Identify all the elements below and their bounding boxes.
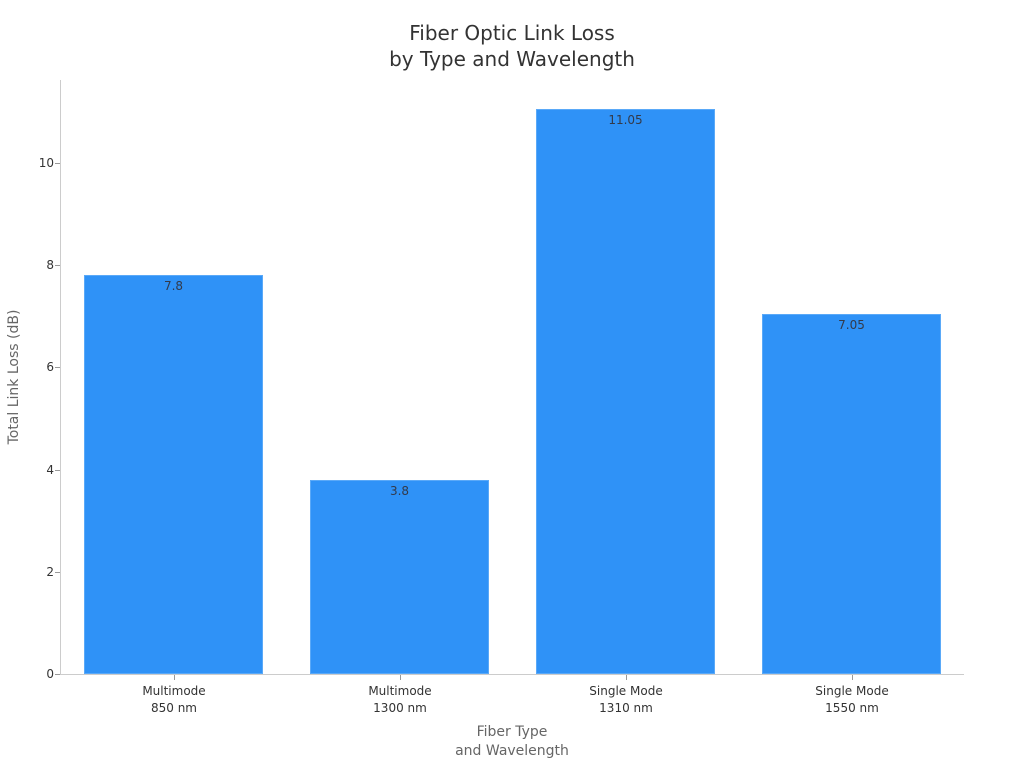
- x-tick-label: Single Mode 1550 nm: [762, 683, 942, 717]
- x-tick-label-line: Multimode: [142, 684, 206, 698]
- x-tick-mark: [400, 675, 401, 680]
- y-tick-label: 0: [46, 667, 54, 681]
- x-tick-label-line: 850 nm: [150, 701, 197, 715]
- y-tick-mark: [55, 469, 60, 471]
- y-tick-mark: [55, 367, 60, 369]
- y-tick-label: 2: [46, 564, 54, 579]
- y-tick-mark: [55, 163, 60, 164]
- chart-title-line-1: Fiber Optic Link Loss: [409, 21, 615, 45]
- x-axis-label-line-1: Fiber Type: [476, 724, 548, 740]
- chart-title: Fiber Optic Link Loss by Type and Wavele…: [0, 20, 1024, 72]
- x-axis-label-line-2: and Wavelength: [455, 743, 569, 759]
- x-tick-label-line: Single Mode: [589, 684, 663, 698]
- x-tick-label-line: 1550 nm: [825, 701, 879, 715]
- x-tick-label-line: Single Mode: [815, 684, 889, 698]
- x-tick-label: Multimode 850 nm: [84, 683, 264, 717]
- bar-value-label: 11.05: [608, 113, 643, 128]
- chart-title-line-2: by Type and Wavelength: [389, 47, 635, 71]
- x-tick-label: Single Mode 1310 nm: [536, 683, 716, 717]
- x-tick-mark: [852, 675, 853, 680]
- bar: [84, 275, 263, 674]
- bar: [310, 479, 489, 674]
- y-axis-label: Total Link Loss (dB): [6, 309, 22, 445]
- x-tick-label-line: 1310 nm: [599, 701, 653, 715]
- y-axis-line: [60, 80, 61, 675]
- bar-value-label: 7.05: [838, 317, 865, 332]
- y-tick-label: 8: [46, 258, 54, 273]
- y-tick-label: 4: [46, 462, 54, 477]
- bar-value-label: 7.8: [163, 279, 184, 294]
- x-tick-label-line: 1300 nm: [373, 701, 427, 715]
- x-tick-label-line: Multimode: [368, 684, 432, 698]
- y-tick-label: 6: [46, 360, 54, 375]
- bar-value-label: 3.8: [389, 483, 410, 498]
- x-tick-label: Multimode 1300 nm: [310, 683, 490, 717]
- x-tick-mark: [626, 675, 627, 680]
- bar: [536, 109, 715, 674]
- y-tick-mark: [55, 674, 60, 675]
- bar: [762, 313, 941, 674]
- y-tick-mark: [55, 265, 60, 267]
- x-axis-label: Fiber Type and Wavelength: [0, 723, 1024, 761]
- x-tick-mark: [174, 675, 175, 680]
- y-tick-mark: [55, 571, 60, 573]
- y-tick-label: 10: [38, 156, 54, 170]
- x-axis-line: [60, 674, 964, 675]
